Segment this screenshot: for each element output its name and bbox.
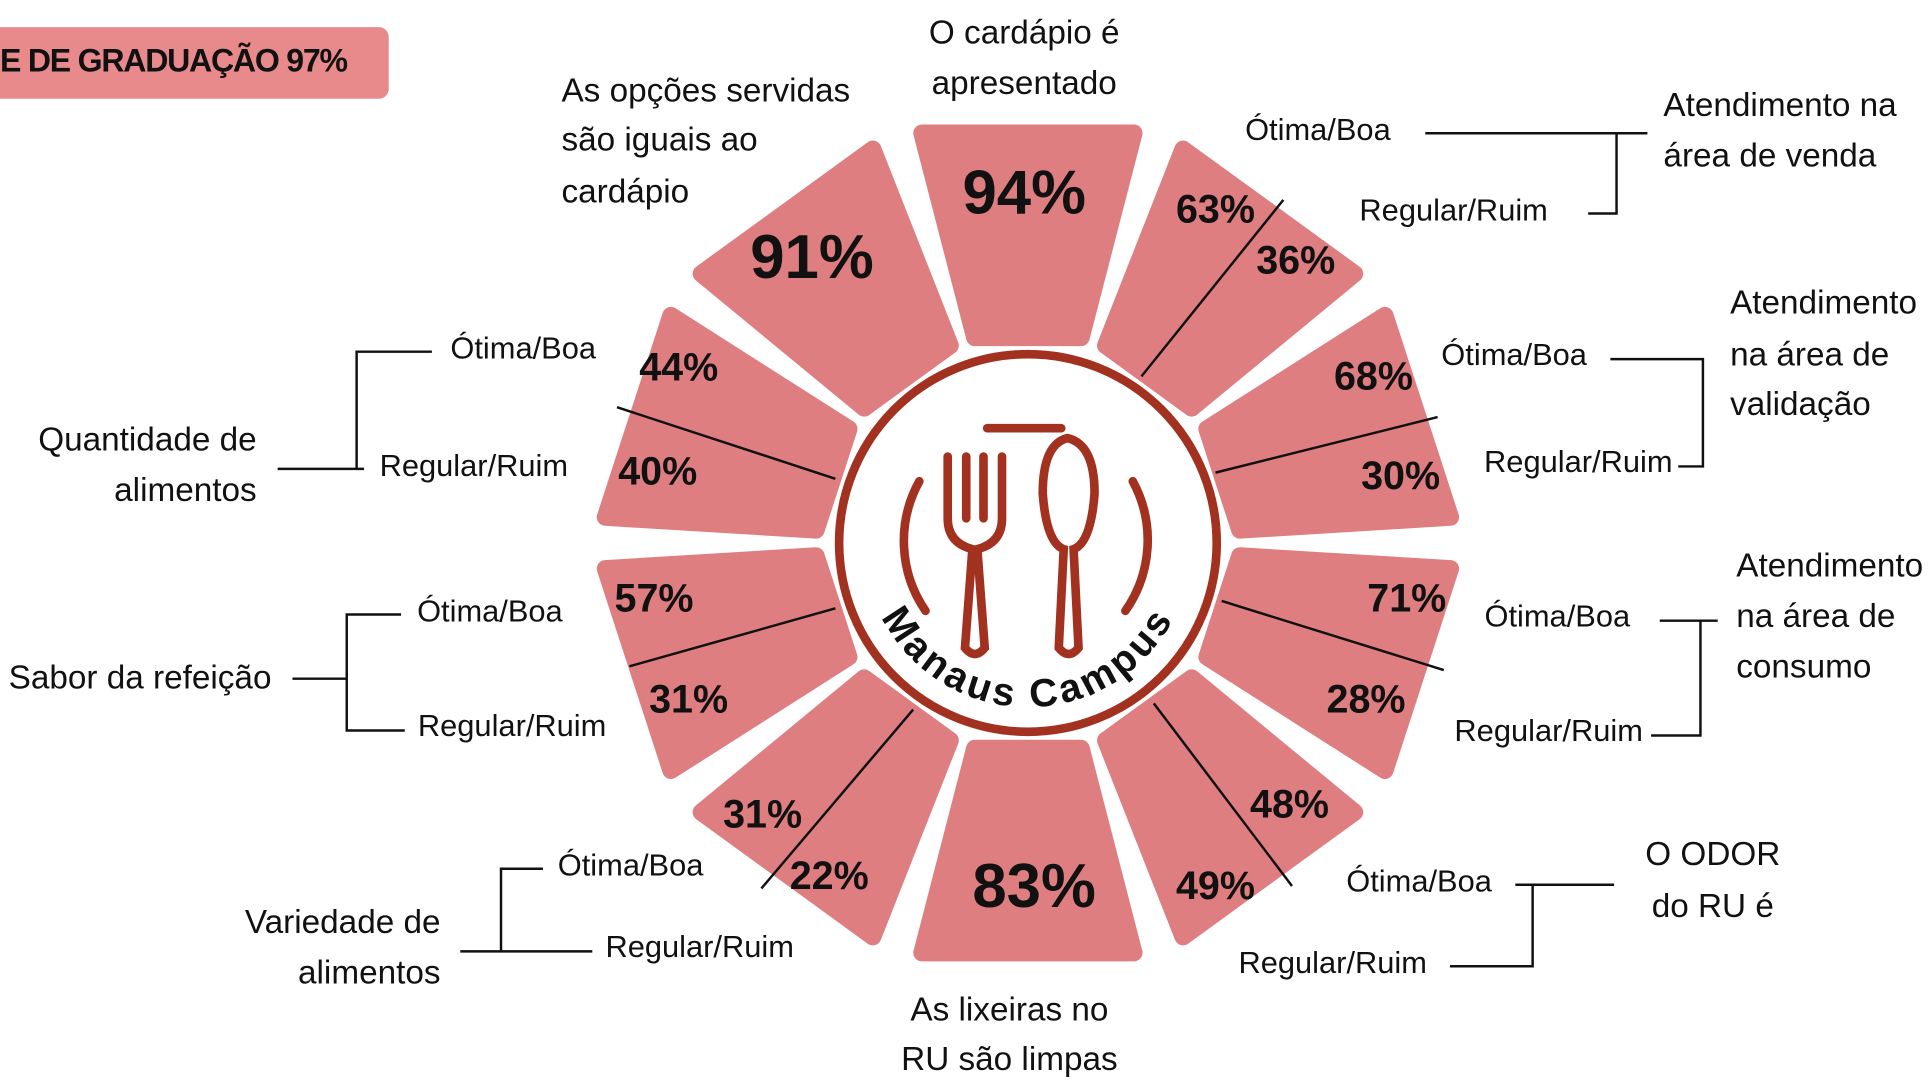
segment-title: Atendimento <box>1736 547 1923 584</box>
segment-title: apresentado <box>932 65 1117 102</box>
content: E DE GRADUAÇÃO 97% Manaus Campus 94%O ca… <box>0 14 1923 1078</box>
center-ring <box>834 349 1222 737</box>
segment <box>692 140 959 417</box>
segment-title: alimentos <box>114 472 257 509</box>
segment-value: 94% <box>962 159 1085 228</box>
good-label: Ótima/Boa <box>1484 598 1630 633</box>
good-label: Ótima/Boa <box>417 593 563 628</box>
bad-label: Regular/Ruim <box>605 929 793 964</box>
segment-value: 91% <box>750 223 873 292</box>
bracket <box>1651 619 1718 737</box>
segment-value: 83% <box>972 852 1095 921</box>
segment-title: na área de <box>1730 336 1889 373</box>
segment-title: As lixeiras no <box>910 992 1108 1029</box>
segment-title: Atendimento na <box>1663 87 1897 124</box>
divider <box>1215 415 1438 474</box>
good-value: 31% <box>723 792 802 836</box>
bad-value: 30% <box>1361 454 1440 498</box>
segment-title: Quantidade de <box>38 422 256 459</box>
good-value: 48% <box>1250 782 1329 826</box>
good-label: Ótima/Boa <box>1346 864 1492 899</box>
segment-title: cardápio <box>561 174 689 211</box>
segment <box>596 547 858 780</box>
bracket <box>1610 357 1705 468</box>
good-value: 71% <box>1367 576 1446 620</box>
bad-label: Regular/Ruim <box>1454 713 1642 748</box>
good-value: 63% <box>1176 188 1255 232</box>
good-label: Ótima/Boa <box>450 331 596 366</box>
divider <box>1140 199 1285 378</box>
good-label: Ótima/Boa <box>558 848 704 883</box>
segment-title: Variedade de <box>245 904 441 941</box>
good-label: Ótima/Boa <box>1441 337 1587 372</box>
bad-value: 28% <box>1327 678 1406 722</box>
segment-title: alimentos <box>298 955 441 992</box>
bad-value: 40% <box>618 449 697 493</box>
divider <box>1152 702 1293 887</box>
segment-title: Atendimento <box>1730 285 1917 322</box>
good-value: 68% <box>1334 354 1413 398</box>
segment-title: As opções servidas <box>561 72 850 109</box>
segment-title: Sabor da refeição <box>9 660 272 697</box>
segment <box>913 739 1143 962</box>
bracket <box>460 867 593 953</box>
good-value: 44% <box>639 346 718 390</box>
segment-title: área de venda <box>1663 138 1876 175</box>
segment <box>1198 306 1460 539</box>
bad-value: 36% <box>1256 238 1335 282</box>
bad-label: Regular/Ruim <box>1238 945 1426 980</box>
bad-label: Regular/Ruim <box>418 708 606 743</box>
segment-title: na área de <box>1736 598 1895 635</box>
segment <box>692 669 959 946</box>
divider <box>629 607 836 668</box>
segment <box>1097 669 1364 946</box>
bracket <box>1449 883 1615 968</box>
segment <box>596 306 858 539</box>
segment-title: RU são limpas <box>901 1041 1118 1078</box>
plate-icon <box>899 423 1153 659</box>
bracket <box>292 613 405 732</box>
segment <box>913 124 1143 347</box>
bracket <box>1425 132 1648 215</box>
segment-title: consumo <box>1736 649 1871 686</box>
bad-value: 49% <box>1176 864 1255 908</box>
bracket <box>277 350 432 471</box>
segment-title: do RU é <box>1652 888 1774 925</box>
segment-title: O cardápio é <box>929 14 1120 51</box>
divider <box>760 708 915 890</box>
bad-value: 31% <box>649 678 728 722</box>
bad-value: 22% <box>790 854 869 898</box>
badge-text: E DE GRADUAÇÃO 97% <box>0 42 347 78</box>
bad-label: Regular/Ruim <box>1359 192 1547 227</box>
segment-title: O ODOR <box>1645 836 1780 873</box>
segment <box>1198 547 1460 780</box>
bad-label: Regular/Ruim <box>380 448 568 483</box>
divider <box>1221 599 1445 672</box>
segment-title: validação <box>1730 386 1871 423</box>
badge-box <box>0 27 389 99</box>
good-value: 57% <box>615 576 694 620</box>
segment-title: são iguais ao <box>561 122 757 159</box>
divider <box>616 406 836 480</box>
good-label: Ótima/Boa <box>1245 112 1391 147</box>
bad-label: Regular/Ruim <box>1484 444 1672 479</box>
